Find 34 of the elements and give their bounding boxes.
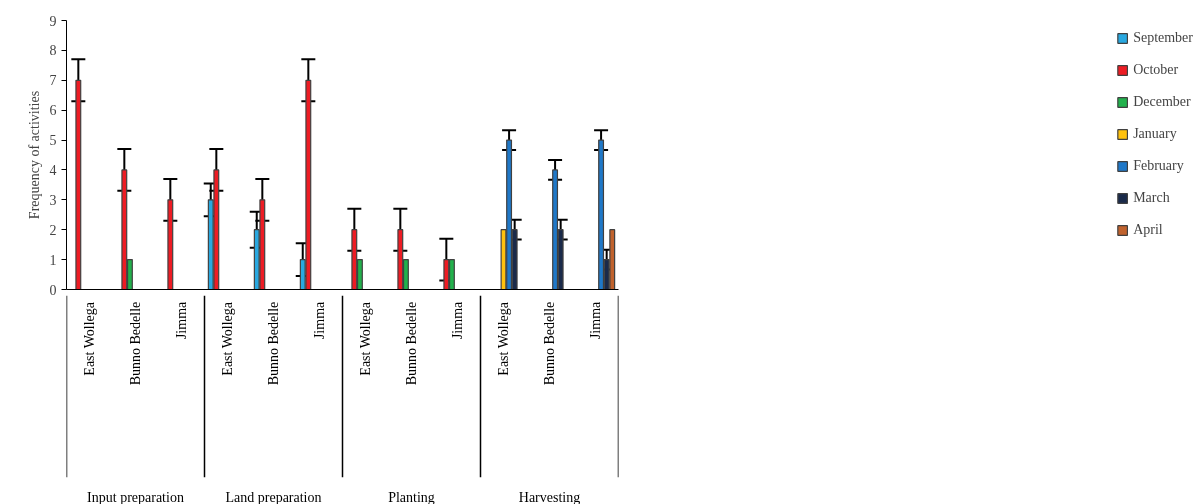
y-axis-title: Frequency of activities: [26, 90, 42, 220]
x-tick-label: Bunno Bedelle: [542, 301, 557, 386]
text: Harvesting: [518, 489, 581, 504]
y-tick-label: 3: [49, 192, 57, 208]
y-tick-label: 5: [49, 133, 57, 149]
x-tick-label: Bunno Bedelle: [266, 301, 281, 386]
legend-label: April: [1133, 222, 1163, 238]
x-tick-label: Bunno Bedelle: [128, 301, 143, 386]
legend-label: March: [1133, 190, 1170, 206]
x-tick-label: East Wollega: [496, 301, 511, 376]
x-tick-label: Jimma: [174, 300, 189, 340]
text: Planting: [388, 489, 435, 504]
y-tick-label: 7: [49, 73, 57, 89]
x-tick-label: Jimma: [312, 300, 327, 340]
x-tick-label: Bunno Bedelle: [404, 301, 419, 386]
x-tick-label: East Wollega: [358, 301, 373, 376]
text: Land preparation: [225, 489, 322, 504]
legend-label: December: [1133, 94, 1191, 110]
legend-label: October: [1133, 62, 1179, 78]
x-tick-label: Jimma: [450, 300, 465, 340]
y-tick-label: 4: [49, 162, 57, 178]
y-tick-label: 9: [49, 13, 57, 29]
y-tick-label: 1: [49, 252, 57, 268]
x-tick-label: East Wollega: [220, 301, 235, 376]
text: Input preparation: [87, 489, 184, 504]
legend-label: January: [1133, 126, 1177, 142]
x-tick-label: East Wollega: [82, 301, 97, 376]
y-tick-label: 8: [49, 43, 57, 59]
y-tick-label: 2: [49, 222, 57, 238]
y-tick-label: 0: [49, 282, 57, 298]
legend-label: September: [1133, 30, 1193, 46]
legend-label: February: [1133, 158, 1184, 174]
y-tick-label: 6: [49, 103, 57, 119]
x-tick-label: Jimma: [588, 300, 603, 340]
